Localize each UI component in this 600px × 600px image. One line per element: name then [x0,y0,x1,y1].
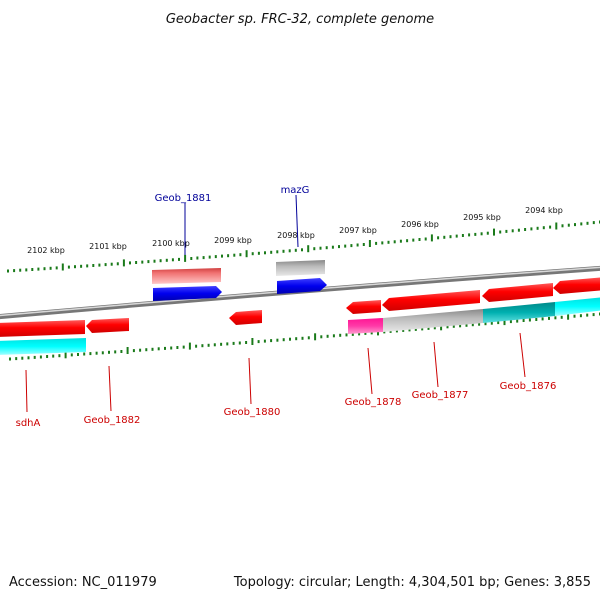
scale-label-2097: 2097 kbp [339,226,377,235]
scale-label-2098: 2098 kbp [277,231,315,240]
gene-geob-1882[interactable] [86,318,129,333]
leader-geob-1882 [108,365,112,412]
gene-geob-1880[interactable] [229,310,262,325]
gene-geob-1877[interactable] [382,290,480,311]
inner-scale [9,312,600,361]
gene-mazg-outer[interactable] [276,260,325,276]
scale-label-2095: 2095 kbp [463,213,501,222]
gene-sdha-outer[interactable] [0,338,86,355]
label-geob-1880: Geob_1880 [224,407,281,418]
scale-label-2102: 2102 kbp [27,246,65,255]
genome-title: Geobacter sp. FRC-32, complete genome [166,12,434,27]
label-geob-1877: Geob_1877 [412,390,469,401]
accession-text: Accession: NC_011979 [9,575,157,590]
scale-label-2094: 2094 kbp [525,206,563,215]
scale-label-2096: 2096 kbp [401,220,439,229]
label-geob-1878: Geob_1878 [345,397,402,408]
gene-sdha[interactable] [0,320,85,337]
scale-label-2099: 2099 kbp [214,236,252,245]
label-geob-1882: Geob_1882 [84,415,141,426]
scale-label-2101: 2101 kbp [89,242,127,251]
gene-geob-1876-outer[interactable] [483,302,555,323]
leader-mazg [295,194,299,248]
leader-geob-1880 [248,357,252,405]
gene-geob-1881-outer[interactable] [152,268,221,284]
gene-geob-1881[interactable] [153,286,222,301]
label-sdha: sdhA [16,418,41,429]
leader-geob-1876 [519,332,526,378]
gene-geob-1876[interactable] [482,283,553,302]
label-mazg: mazG [281,185,310,196]
leader-geob-1878 [367,347,373,395]
leader-geob-1877 [433,341,439,388]
genome-summary-text: Topology: circular; Length: 4,304,501 bp… [233,575,591,590]
gene-geob-1878[interactable] [346,300,381,314]
gene-geob-1878-outer[interactable] [348,318,383,334]
outer-scale [7,220,600,273]
scale-label-2100: 2100 kbp [152,239,190,248]
gene-right-edge-outer[interactable] [555,297,600,316]
gene-right-edge[interactable] [553,277,600,294]
gene-geob-1877-outer[interactable] [383,309,483,332]
leader-sdha [25,369,28,413]
label-geob-1881: Geob_1881 [155,193,212,204]
gene-mazg[interactable] [277,278,327,294]
label-geob-1876: Geob_1876 [500,381,557,392]
